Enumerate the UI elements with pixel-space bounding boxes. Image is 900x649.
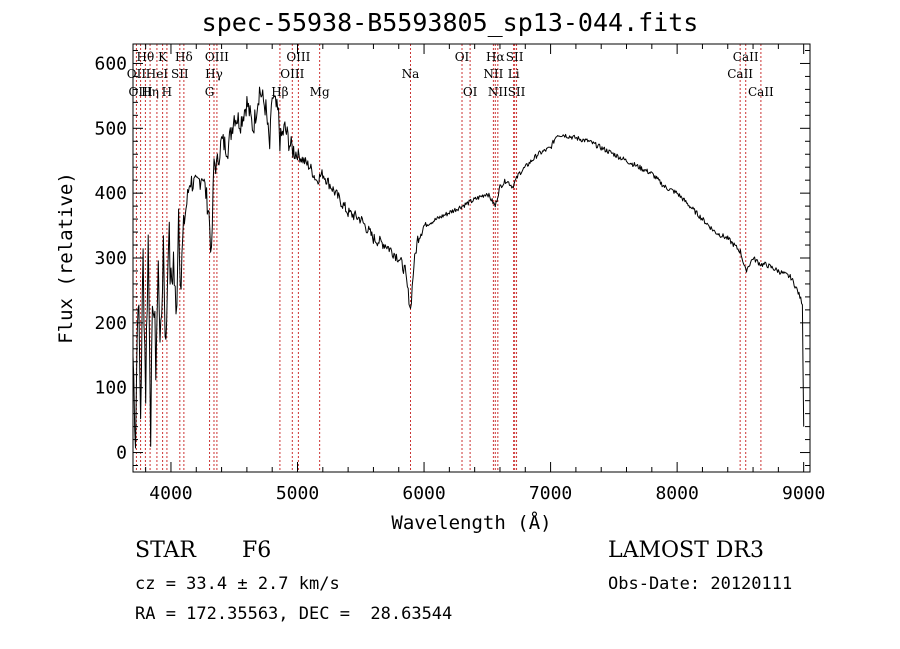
survey-name: LAMOST DR3 xyxy=(608,538,764,563)
spectral-line-label: CaII xyxy=(748,85,774,99)
y-tick-label: 400 xyxy=(94,183,127,204)
spectrum-line xyxy=(132,86,805,449)
x-tick-label: 6000 xyxy=(402,483,445,504)
spectral-line-label: Li xyxy=(508,67,520,81)
x-tick-label: 4000 xyxy=(149,483,192,504)
y-tick-label: 500 xyxy=(94,118,127,139)
spectral-line-label: Hη xyxy=(141,85,159,99)
spectral-line-label: SII xyxy=(171,67,189,81)
spectral-line-label: Hδ xyxy=(175,50,193,64)
spectral-line-label: H xyxy=(162,85,172,99)
spectral-line-label: Na xyxy=(402,67,420,81)
y-tick-label: 200 xyxy=(94,313,127,334)
object-class: STAR xyxy=(135,538,196,563)
plot-frame xyxy=(132,43,811,473)
spectral-line-label: OI xyxy=(455,50,470,64)
object-subclass: F6 xyxy=(242,538,272,563)
spectral-line-label: Hα xyxy=(486,50,505,64)
coordinates: RA = 172.35563, DEC = 28.63544 xyxy=(135,604,453,624)
spectral-line-label: CaII xyxy=(727,67,753,81)
x-axis-label: Wavelength (Å) xyxy=(391,511,551,534)
y-axis-label: Flux (relative) xyxy=(55,172,77,344)
chart-title: spec-55938-B5593805_sp13-044.fits xyxy=(201,8,699,37)
y-tick-label: 0 xyxy=(116,443,127,464)
y-tick-label: 300 xyxy=(94,248,127,269)
redshift-readout: cz = 33.4 ± 2.7 km/s xyxy=(135,574,340,594)
spectral-line-label: HeI xyxy=(146,67,169,81)
spectral-line-label: OII xyxy=(127,67,147,81)
y-tick-label: 600 xyxy=(94,53,127,74)
spectral-line-label: OI xyxy=(463,85,478,99)
spectral-line-label: Hγ xyxy=(205,67,223,81)
spectral-line-label: OIII xyxy=(129,85,153,99)
spectral-line-label: NII xyxy=(483,67,503,81)
spectral-line-label: Hθ xyxy=(137,50,155,64)
x-tick-label: 9000 xyxy=(782,483,825,504)
spectral-line-label: OIII xyxy=(205,50,229,64)
x-tick-label: 5000 xyxy=(276,483,319,504)
spectral-line-label: Mg xyxy=(310,85,330,99)
spectral-line-label: NII xyxy=(488,85,508,99)
y-tick-label: 100 xyxy=(94,378,127,399)
x-tick-label: 7000 xyxy=(529,483,572,504)
spectral-line-label: SII xyxy=(506,50,524,64)
observation-date: Obs-Date: 20120111 xyxy=(608,574,793,594)
spectral-line-label: Hβ xyxy=(271,85,288,99)
spectral-line-label: OIII xyxy=(286,50,310,64)
spectral-line-label: K xyxy=(158,50,168,64)
x-tick-label: 8000 xyxy=(655,483,698,504)
spectral-line-label: OIII xyxy=(280,67,304,81)
spectral-line-label: SII xyxy=(508,85,526,99)
spectral-line-label: G xyxy=(205,85,215,99)
spectral-line-label: CaII xyxy=(733,50,759,64)
